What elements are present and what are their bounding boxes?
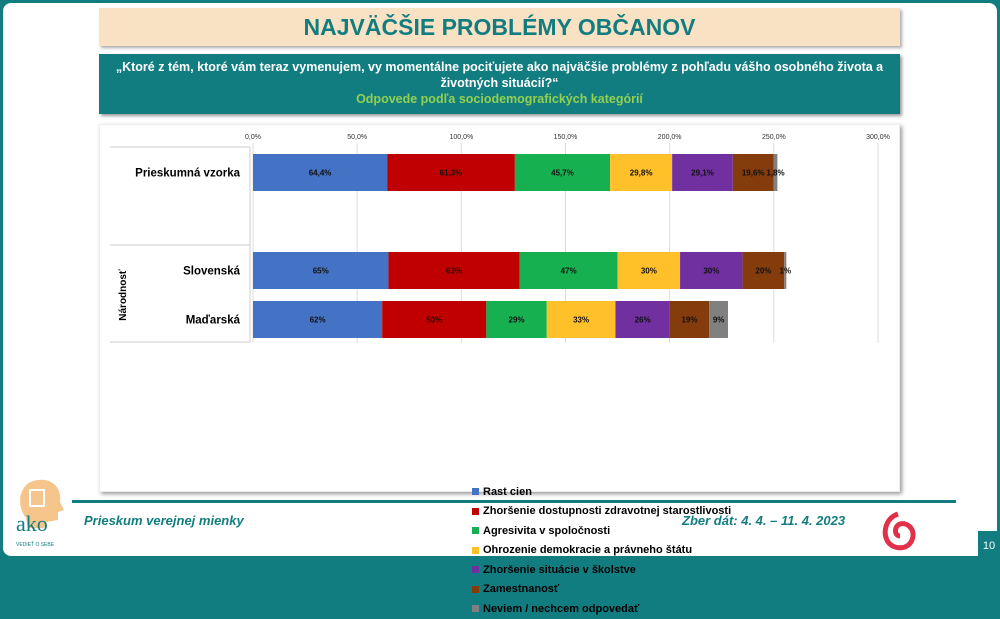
category-label: Prieskumná vzorka bbox=[135, 168, 240, 180]
data-label: 63% bbox=[446, 267, 462, 276]
data-label: 26% bbox=[635, 316, 651, 325]
bar-segment bbox=[617, 252, 681, 289]
x-tick-label: 250,0% bbox=[762, 134, 786, 141]
data-label: 64,4% bbox=[309, 169, 332, 178]
bar-segment bbox=[253, 154, 388, 191]
logo-text: ako bbox=[16, 511, 48, 536]
x-tick-label: 200,0% bbox=[658, 134, 682, 141]
legend-item: Neviem / nechcem odpovedať bbox=[472, 599, 731, 619]
bar-segment bbox=[387, 154, 515, 191]
legend-label: Ohrozenie demokracie a právneho štátu bbox=[483, 544, 693, 557]
legend-swatch bbox=[472, 605, 479, 613]
data-label: 1% bbox=[780, 267, 792, 276]
bar-segment bbox=[514, 154, 611, 191]
data-label: 29,1% bbox=[691, 169, 714, 178]
x-tick-label: 300,0% bbox=[866, 134, 890, 141]
bar-segment bbox=[382, 301, 487, 338]
bar-segment bbox=[732, 154, 774, 191]
data-label: 29% bbox=[509, 316, 525, 325]
bar-segment bbox=[610, 154, 673, 191]
legend-swatch bbox=[472, 527, 479, 535]
data-label: 62% bbox=[310, 316, 326, 325]
group-label: Národnosť bbox=[118, 269, 129, 321]
x-tick-label: 50,0% bbox=[347, 134, 367, 141]
legend-label: Agresivita v spoločnosti bbox=[483, 524, 611, 537]
x-tick-label: 100,0% bbox=[449, 134, 473, 141]
data-label: 9% bbox=[713, 316, 725, 325]
data-label: 30% bbox=[703, 267, 719, 276]
legend-swatch bbox=[472, 585, 479, 593]
data-label: 19,6% bbox=[742, 169, 765, 178]
bar-segment bbox=[669, 301, 710, 338]
bar-segment bbox=[709, 301, 728, 338]
legend-item: Zamestnanosť bbox=[472, 580, 731, 600]
bar-segment bbox=[388, 252, 520, 289]
legend-swatch bbox=[472, 566, 479, 574]
legend-swatch bbox=[472, 488, 479, 496]
data-label: 45,7% bbox=[551, 169, 574, 178]
bar-segment bbox=[546, 301, 616, 338]
legend-item: Zhoršenie dostupnosti zdravotnej starost… bbox=[472, 502, 731, 522]
category-label: Maďarská bbox=[186, 315, 241, 327]
question-box: „Ktoré z tém, ktoré vám teraz vymenujem,… bbox=[99, 54, 900, 114]
agency-logo-icon bbox=[882, 511, 916, 551]
footer-right: Zber dát: 4. 4. – 11. 4. 2023 bbox=[682, 513, 846, 528]
legend-item: Zhoršenie situácie v školstve bbox=[472, 560, 731, 580]
legend-swatch bbox=[472, 546, 479, 554]
data-label: 47% bbox=[561, 267, 577, 276]
data-label: 65% bbox=[313, 267, 329, 276]
chart: 0,0% 50,0% 100,0% 150,0% 200,0% 250,0% 300,0% P… bbox=[99, 124, 900, 615]
data-label: 61,3% bbox=[440, 169, 463, 178]
bar-segment bbox=[784, 252, 787, 289]
legend-label: Zhoršenie dostupnosti zdravotnej starost… bbox=[483, 505, 732, 518]
logo-tagline: VEDIEŤ O SEBE bbox=[16, 540, 55, 548]
data-label: 33% bbox=[573, 316, 589, 325]
ako-logo: ako VEDIEŤ O SEBE bbox=[16, 479, 64, 548]
bar-segment bbox=[519, 252, 618, 289]
data-label: 19% bbox=[681, 316, 697, 325]
data-label: 1,8% bbox=[766, 169, 784, 178]
legend-label: Zhoršenie situácie v školstve bbox=[483, 563, 636, 576]
legend-swatch bbox=[472, 507, 479, 515]
category-label: Slovenská bbox=[183, 266, 240, 278]
subtitle: Odpovede podľa sociodemografických kateg… bbox=[356, 92, 643, 106]
data-label: 50% bbox=[426, 316, 442, 325]
legend-item: Rast cien bbox=[472, 482, 731, 502]
question-text: „Ktoré z tém, ktoré vám teraz vymenujem,… bbox=[115, 60, 884, 90]
footer-left: Prieskum verejnej mienky bbox=[84, 513, 244, 528]
legend-label: Rast cien bbox=[483, 485, 532, 498]
x-tick-label: 0,0% bbox=[245, 134, 261, 141]
legend-item: Ohrozenie demokracie a právneho štátu bbox=[472, 541, 731, 561]
legend-label: Neviem / nechcem odpovedať bbox=[483, 602, 640, 615]
bar-segment bbox=[672, 154, 733, 191]
bar-segment bbox=[253, 252, 389, 289]
data-label: 30% bbox=[641, 267, 657, 276]
page-title: NAJVÄČŠIE PROBLÉMY OBČANOV bbox=[99, 8, 900, 46]
chart-svg: 0,0% 50,0% 100,0% 150,0% 200,0% 250,0% 300,0% P… bbox=[110, 134, 890, 343]
legend-item: Agresivita v spoločnosti bbox=[472, 521, 731, 541]
data-label: 20% bbox=[755, 267, 771, 276]
bar-segment bbox=[773, 154, 778, 191]
bar-segment bbox=[742, 252, 785, 289]
data-label: 29,8% bbox=[630, 169, 653, 178]
x-tick-label: 150,0% bbox=[554, 134, 578, 141]
legend-label: Zamestnanosť bbox=[483, 583, 560, 596]
bar-segment bbox=[253, 301, 383, 338]
footer-divider bbox=[72, 500, 956, 503]
bar-segment bbox=[615, 301, 670, 338]
bar-segment bbox=[486, 301, 547, 338]
bar-segment bbox=[680, 252, 743, 289]
page-number: 10 bbox=[978, 531, 1000, 562]
